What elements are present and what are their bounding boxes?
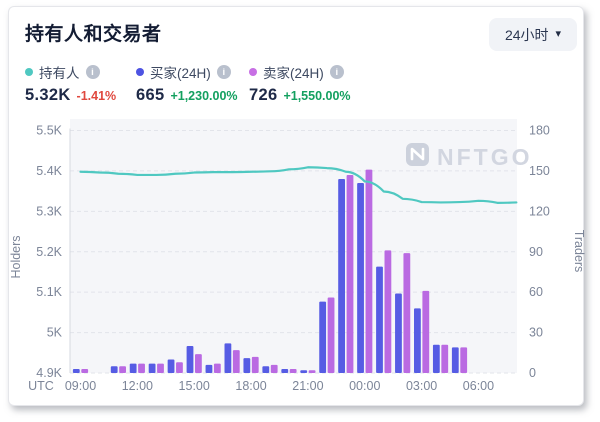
- x-axis-tick: 03:00: [406, 379, 437, 393]
- legend-item-buyers[interactable]: 买家(24H) i 665 +1,230.00%: [136, 63, 238, 105]
- info-icon[interactable]: i: [329, 65, 344, 79]
- y-axis-left-tick: 4.9K: [36, 366, 62, 380]
- bar-sellers[interactable]: [138, 363, 145, 373]
- legend-item-sellers[interactable]: 卖家(24H) i 726 +1,550.00%: [249, 63, 351, 105]
- x-axis-tick: 21:00: [292, 379, 323, 393]
- bar-sellers[interactable]: [460, 347, 468, 373]
- y-axis-right-tick: 0: [529, 366, 536, 380]
- bar-buyers[interactable]: [186, 346, 194, 373]
- bar-sellers[interactable]: [270, 364, 278, 373]
- holders-dot-icon: [25, 68, 33, 76]
- bar-sellers[interactable]: [403, 253, 411, 373]
- holders-line[interactable]: [79, 166, 518, 204]
- bar-sellers[interactable]: [308, 370, 316, 373]
- info-icon[interactable]: i: [85, 65, 100, 79]
- sellers-change: +1,550.00%: [283, 89, 351, 103]
- bar-sellers[interactable]: [422, 290, 430, 373]
- bar-buyers[interactable]: [432, 344, 440, 373]
- chevron-down-icon: ▾: [555, 28, 562, 40]
- bar-sellers[interactable]: [176, 362, 183, 373]
- y-axis-right-tick: 180: [529, 124, 550, 138]
- y-axis-right-tick: 30: [529, 326, 543, 340]
- bar-buyers[interactable]: [338, 179, 345, 373]
- bar-sellers[interactable]: [251, 356, 259, 373]
- x-axis-tick: 06:00: [463, 379, 494, 393]
- bar-buyers[interactable]: [451, 347, 459, 373]
- page-title: 持有人和交易者: [25, 24, 162, 45]
- bar-buyers[interactable]: [129, 363, 137, 373]
- holders-traders-chart[interactable]: 4.9K 5K 5.1K 5.2K 5.3K 5.4K 5.5K 0 30 60 90 120 150 1…: [9, 107, 586, 407]
- bar-buyers[interactable]: [243, 358, 251, 373]
- x-axis-tick: 00:00: [349, 379, 380, 393]
- legend-label: 买家(24H): [150, 66, 211, 81]
- bar-buyers[interactable]: [376, 266, 383, 373]
- bar-buyers[interactable]: [357, 183, 364, 373]
- sellers-dot-icon: [249, 68, 257, 76]
- x-axis-tick: 15:00: [179, 379, 210, 393]
- bar-buyers[interactable]: [148, 363, 156, 373]
- bar-sellers[interactable]: [327, 297, 335, 373]
- x-axis-tick: 12:00: [122, 379, 153, 393]
- bar-buyers[interactable]: [72, 368, 80, 373]
- left-axis-title: Holders: [9, 235, 23, 278]
- bar-sellers[interactable]: [365, 169, 373, 373]
- right-axis-title: Traders: [572, 230, 585, 273]
- bar-buyers[interactable]: [110, 366, 118, 373]
- bar-sellers[interactable]: [157, 363, 164, 373]
- bar-buyers[interactable]: [414, 308, 421, 373]
- bar-buyers[interactable]: [281, 368, 289, 373]
- bar-sellers[interactable]: [81, 368, 89, 373]
- y-axis-left-tick: 5K: [47, 326, 63, 340]
- bar-sellers[interactable]: [213, 363, 221, 373]
- info-icon[interactable]: i: [216, 65, 231, 79]
- chart-canvas[interactable]: 4.9K 5K 5.1K 5.2K 5.3K 5.4K 5.5K 0 30 60 90 120 150 1…: [9, 107, 586, 407]
- bar-sellers[interactable]: [195, 354, 202, 373]
- bar-buyers[interactable]: [262, 366, 270, 373]
- bar-sellers[interactable]: [384, 250, 392, 373]
- y-axis-left-tick: 5.5K: [36, 124, 62, 138]
- buyers-value: 665: [136, 86, 165, 104]
- bar-sellers[interactable]: [289, 368, 297, 373]
- y-axis-right-tick: 120: [529, 204, 550, 218]
- nftgo-logo-n: [410, 147, 425, 161]
- bar-buyers[interactable]: [224, 343, 232, 373]
- bar-buyers[interactable]: [319, 301, 327, 373]
- y-axis-left-tick: 5.3K: [36, 204, 62, 218]
- x-axis-tick: 18:00: [235, 379, 266, 393]
- plot-area[interactable]: [70, 119, 517, 373]
- holders-value: 5.32K: [25, 86, 71, 104]
- bar-sellers[interactable]: [441, 344, 449, 373]
- bar-sellers[interactable]: [346, 174, 354, 373]
- legend-label: 持有人: [39, 66, 80, 81]
- bar-buyers[interactable]: [167, 359, 175, 373]
- buyers-dot-icon: [136, 68, 144, 76]
- y-axis-left-tick: 5.4K: [36, 164, 62, 178]
- sellers-value: 726: [249, 86, 278, 104]
- watermark-text: NFTGO: [437, 144, 533, 170]
- legend-label: 卖家(24H): [263, 66, 324, 81]
- bar-buyers[interactable]: [205, 364, 213, 373]
- y-axis-right-tick: 90: [529, 245, 543, 259]
- x-axis-prefix: UTC: [28, 379, 54, 393]
- buyers-change: +1,230.00%: [170, 89, 238, 103]
- bar-buyers[interactable]: [300, 370, 308, 373]
- holders-change: -1.41%: [76, 89, 117, 103]
- time-range-dropdown[interactable]: 24小时 ▾: [489, 18, 577, 51]
- y-axis-right-tick: 60: [529, 285, 543, 299]
- y-axis-left-tick: 5.2K: [36, 245, 62, 259]
- legend-item-holders[interactable]: 持有人 i 5.32K -1.41%: [25, 63, 116, 105]
- bar-sellers[interactable]: [119, 366, 126, 373]
- holders-traders-card: 持有人和交易者 24小时 ▾ 持有人 i 5.32K -1.41% 买家(24H…: [8, 6, 586, 407]
- x-axis-tick: 09:00: [65, 379, 96, 393]
- bar-buyers[interactable]: [395, 293, 402, 373]
- bar-sellers[interactable]: [232, 350, 240, 373]
- time-range-label: 24小时: [504, 26, 549, 43]
- y-axis-right-tick: 150: [529, 164, 550, 178]
- y-axis-left-tick: 5.1K: [36, 285, 62, 299]
